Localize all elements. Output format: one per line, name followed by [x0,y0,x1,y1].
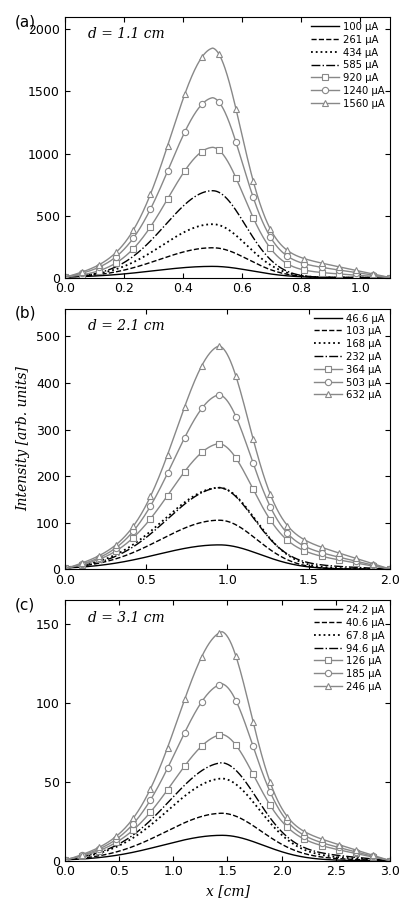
X-axis label: x [cm]: x [cm] [205,884,249,898]
Y-axis label: Intensity [arb. units]: Intensity [arb. units] [17,366,30,511]
Text: d = 3.1 cm: d = 3.1 cm [88,611,164,624]
Text: (c): (c) [15,597,35,613]
Text: (a): (a) [15,15,36,29]
Text: d = 2.1 cm: d = 2.1 cm [88,319,164,333]
Text: d = 1.1 cm: d = 1.1 cm [88,27,164,41]
Legend: 100 μA, 261 μA, 434 μA, 585 μA, 920 μA, 1240 μA, 1560 μA: 100 μA, 261 μA, 434 μA, 585 μA, 920 μA, … [309,20,387,110]
Legend: 24.2 μA, 40.6 μA, 67.8 μA, 94.6 μA, 126 μA, 185 μA, 246 μA: 24.2 μA, 40.6 μA, 67.8 μA, 94.6 μA, 126 … [312,603,387,694]
Legend: 46.6 μA, 103 μA, 168 μA, 232 μA, 364 μA, 503 μA, 632 μA: 46.6 μA, 103 μA, 168 μA, 232 μA, 364 μA,… [312,311,387,403]
Text: (b): (b) [15,306,36,321]
